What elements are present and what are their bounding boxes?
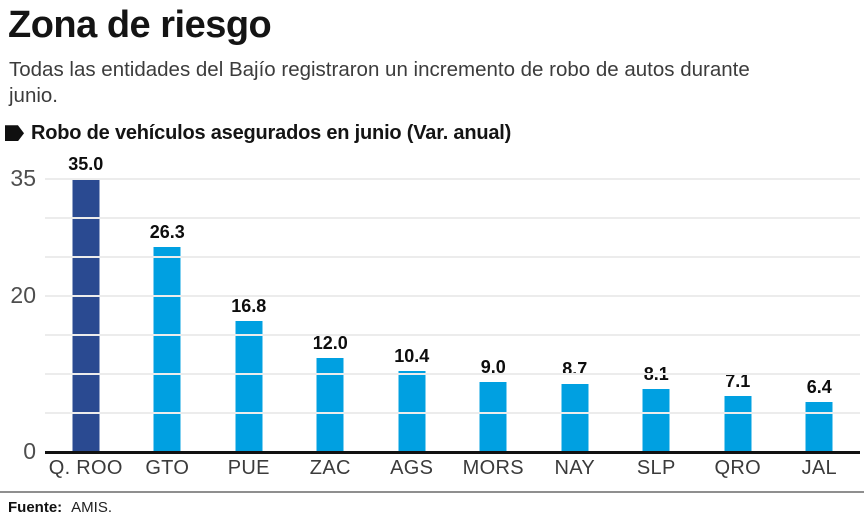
bar-value-label: 16.8 <box>231 295 267 316</box>
y-axis-tick: 20 <box>10 281 36 308</box>
bar-value-label: 7.1 <box>725 371 751 392</box>
bar <box>153 246 181 452</box>
x-axis-line <box>45 450 860 454</box>
x-axis-label: ZAC <box>309 456 351 479</box>
bar-slot: 8.1 <box>616 179 698 452</box>
x-axis-label: AGS <box>390 456 434 479</box>
x-axis-label: JAL <box>801 456 837 479</box>
bar-chart: 35.0 26.3 16.8 12.0 10.4 9.0 8.7 8.1 7.1 6.4 35 20… <box>0 151 864 481</box>
x-axis-label: GTO <box>145 456 190 479</box>
bar <box>642 388 670 452</box>
x-axis-label: NAY <box>554 456 596 479</box>
x-axis-label: PUE <box>227 456 270 479</box>
bar-slot: 10.4 <box>371 179 453 452</box>
gridline <box>45 333 860 336</box>
bar-slot: 16.8 <box>208 179 290 452</box>
bar-slot: 7.1 <box>697 179 779 452</box>
page-subtitle: Todas las entidades del Bajío registraro… <box>9 57 750 107</box>
infographic-page: Zona de riesgo Todas las entidades del B… <box>0 4 864 523</box>
bar <box>724 396 752 452</box>
bar-value-label: 8.7 <box>562 358 588 379</box>
gridline <box>45 216 860 219</box>
bar-slot: 35.0 <box>45 154 127 452</box>
bar <box>398 370 426 452</box>
x-axis-labels: Q. ROO GTO PUE ZAC AGS MORS NAY SLP QRO JAL <box>45 457 860 483</box>
x-axis-label: Q. ROO <box>48 456 123 479</box>
x-axis-label: QRO <box>714 456 761 479</box>
footer-divider <box>0 490 864 493</box>
bar-value-label: 35.0 <box>68 153 104 174</box>
y-axis-tick: 35 <box>10 164 36 191</box>
source-note: Fuente: AMIS. <box>0 493 864 516</box>
source-value: AMIS. <box>71 498 113 516</box>
arrow-bullet-icon <box>5 125 24 142</box>
gridline <box>45 294 860 297</box>
chart-header: Robo de vehículos asegurados en junio (V… <box>5 122 864 145</box>
bar-value-label: 12.0 <box>312 333 348 354</box>
bar-slot: 26.3 <box>127 179 209 452</box>
chart-title: Robo de vehículos asegurados en junio (V… <box>31 121 512 144</box>
bar-slot: 9.0 <box>453 179 535 452</box>
x-axis-label: MORS <box>462 456 524 479</box>
bar-value-label: 26.3 <box>149 221 185 242</box>
page-title: Zona de riesgo <box>8 4 272 46</box>
gridline <box>45 255 860 258</box>
gridline <box>45 411 860 414</box>
plot-area: 35.0 26.3 16.8 12.0 10.4 9.0 8.7 8.1 7.1 6.4 35 20… <box>10 154 861 464</box>
bar-value-label: 10.4 <box>394 345 430 366</box>
gridline <box>45 177 860 180</box>
x-axis-label: SLP <box>636 456 676 479</box>
gridline <box>45 372 860 375</box>
y-axis-tick: 0 <box>23 437 36 464</box>
bar <box>235 320 263 452</box>
bar <box>805 401 833 452</box>
bar-value-label: 9.0 <box>480 356 506 377</box>
source-label: Fuente: <box>8 498 63 516</box>
bar <box>72 178 100 452</box>
bar-value-label: 6.4 <box>806 376 832 397</box>
bar <box>479 381 507 452</box>
bar-slot: 6.4 <box>779 179 861 452</box>
bar <box>561 383 589 452</box>
bars-container: 35.0 26.3 16.8 12.0 10.4 9.0 8.7 8.1 7.1 6.4 <box>45 154 861 452</box>
